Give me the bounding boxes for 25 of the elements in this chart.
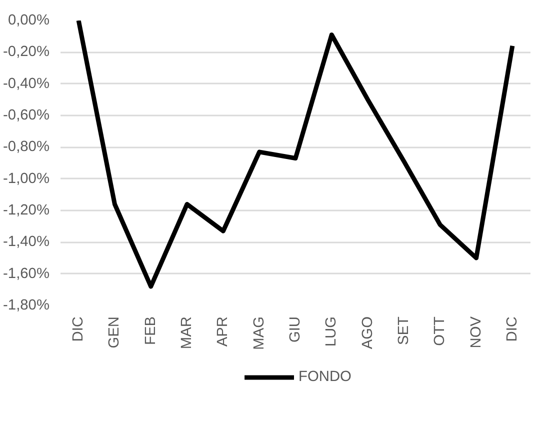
y-tick-label: -0,60% [3,108,50,124]
y-tick-label: -1,40% [3,234,50,250]
y-tick-label: -1,80% [3,298,50,314]
x-tick-label: OTT [432,316,448,346]
x-tick-label: MAR [179,316,196,350]
x-tick-label: GEN [106,316,123,348]
x-tick-label: MAG [251,316,268,350]
y-tick-label: -0,40% [3,76,50,92]
y-tick-label: -1,20% [3,202,50,218]
x-tick-label: AGO [360,316,376,350]
y-tick-label: -0,20% [3,44,50,60]
x-tick-label: DIC [504,316,520,342]
x-tick-label: SET [396,316,412,346]
x-tick-label: NOV [468,316,484,348]
legend-label: FONDO [298,369,352,385]
y-tick-label: -1,00% [3,170,50,187]
y-tick-label: -0,80% [3,139,50,156]
x-tick-label: FEB [142,316,159,346]
x-tick-label: APR [215,316,232,347]
x-tick-label: LUG [324,316,340,347]
y-tick-label: -1,60% [3,266,50,282]
x-tick-label: DIC [70,316,87,342]
line-series [76,20,515,289]
y-tick-label: 0,00% [8,12,50,28]
x-tick-label: GIU [288,316,304,343]
